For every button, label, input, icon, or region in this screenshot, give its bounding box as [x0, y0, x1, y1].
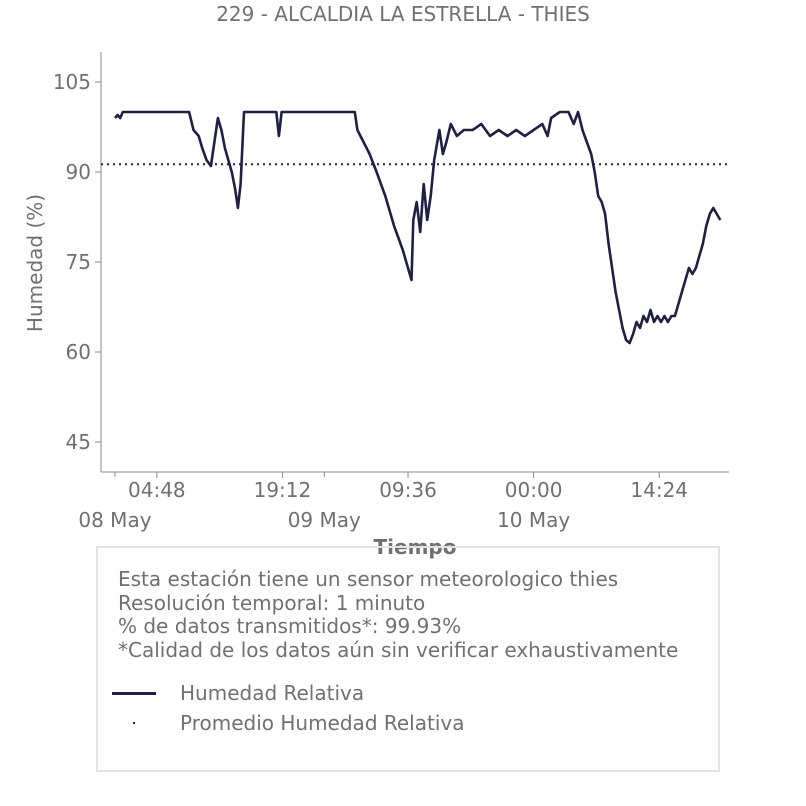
x-tick-label: 19:12: [254, 478, 312, 502]
info-legend-box: Esta estación tiene un sensor meteorolog…: [96, 546, 720, 772]
legend-label-humidity: Humedad Relativa: [180, 681, 365, 705]
y-tick-label: 75: [66, 250, 91, 274]
humidity-series-line: [114, 110, 722, 345]
x-date-label: 10 May: [497, 508, 570, 532]
info-line-quality-note: *Calidad de los datos aún sin verificar …: [118, 637, 679, 662]
x-date-label: 08 May: [78, 508, 151, 532]
x-date-label: 09 May: [288, 508, 361, 532]
legend-item-average: Promedio Humedad Relativa: [110, 710, 464, 736]
humidity-line-chart: 45 60 75 90 105 04:48 19:12 09:36 00:00 14:24 08 M…: [23, 52, 729, 559]
legend-label-average: Promedio Humedad Relativa: [180, 711, 465, 735]
x-tick-label: 00:00: [505, 478, 563, 502]
y-tick-label: 90: [66, 160, 91, 184]
chart-title: 229 - ALCALDIA LA ESTRELLA - THIES: [216, 2, 590, 26]
x-tick-label: 14:24: [630, 478, 688, 502]
dot-icon: [110, 710, 156, 736]
y-tick-label: 60: [66, 340, 91, 364]
x-tick-label: 04:48: [128, 478, 186, 502]
y-tick-label: 45: [66, 430, 91, 454]
y-axis-title: Humedad (%): [23, 194, 47, 332]
x-tick-label: 09:36: [379, 478, 437, 502]
info-line-sensor: Esta estación tiene un sensor meteorolog…: [118, 567, 619, 591]
station-info: Esta estación tiene un sensor meteorolog…: [118, 567, 679, 662]
info-line-transmitted: % de datos transmitidos*: 99.93%: [118, 614, 462, 638]
y-tick-label: 105: [53, 70, 91, 94]
legend-item-humidity: Humedad Relativa: [110, 680, 364, 706]
solid-line-icon: [110, 680, 156, 706]
info-line-resolution: Resolución temporal: 1 minuto: [118, 590, 426, 615]
